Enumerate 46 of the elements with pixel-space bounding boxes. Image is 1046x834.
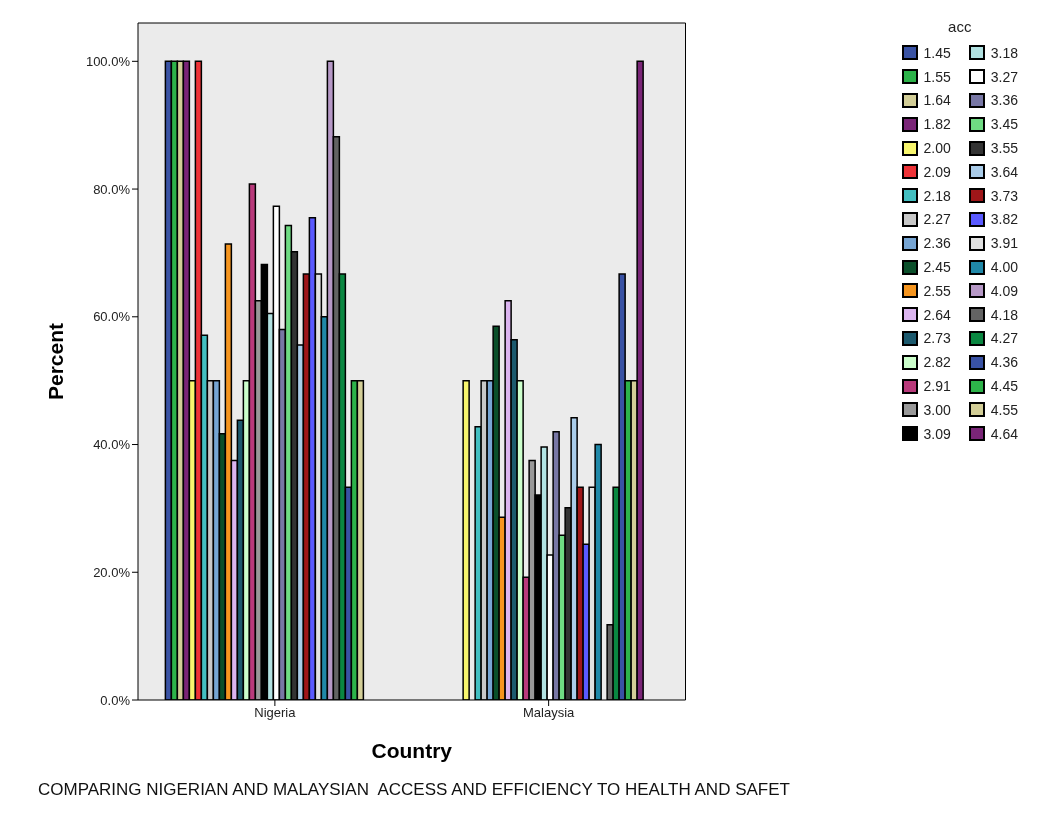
legend-label: 4.00 [990, 259, 1018, 276]
legend-label: 3.73 [990, 187, 1018, 204]
legend-label: 4.27 [990, 330, 1018, 347]
legend-label: 2.64 [923, 306, 951, 323]
legend-label: 3.91 [990, 235, 1018, 252]
legend-label: 3.27 [990, 68, 1018, 85]
legend-label: 3.55 [990, 140, 1018, 157]
y-tick-label: 80.0% [93, 181, 131, 197]
legend-label: 3.09 [923, 425, 951, 442]
legend-label: 3.82 [990, 211, 1018, 228]
legend-label: 4.64 [990, 425, 1018, 442]
text: COMPARING NIGERIAN AND MALAYSIAN ACCESS AND EFFICIENCY TO HEALTH AND SAFET [38, 780, 790, 800]
legend-label: 3.18 [990, 44, 1018, 61]
legend-label: 1.64 [923, 92, 951, 109]
legend-label: 2.18 [923, 187, 951, 204]
legend-label: 2.82 [923, 354, 951, 371]
legend-label: 3.45 [990, 116, 1018, 133]
y-axis-title: Percent [44, 322, 68, 401]
legend-label: 2.09 [923, 163, 951, 180]
legend-label: 2.91 [923, 378, 951, 395]
legend-label: 2.45 [923, 259, 951, 276]
legend-label: 2.73 [923, 330, 951, 347]
x-tick-label: Malaysia [522, 705, 576, 721]
x-tick-label: Nigeria [254, 705, 297, 721]
legend-label: 4.45 [990, 378, 1018, 395]
y-tick-label: 20.0% [93, 564, 131, 580]
legend-label: 2.55 [923, 282, 951, 299]
legend-label: 3.64 [990, 163, 1018, 180]
legend-label: 4.36 [990, 354, 1018, 371]
legend-label: 3.00 [923, 401, 951, 418]
legend-title: acc [947, 18, 973, 35]
y-tick-label: 100.0% [85, 53, 131, 69]
legend-label: 1.55 [923, 68, 951, 85]
legend-label: 4.55 [990, 401, 1018, 418]
legend-label: 2.00 [923, 140, 951, 157]
legend-label: 4.18 [990, 306, 1018, 323]
y-tick-label: 40.0% [93, 437, 131, 453]
y-tick-label: 60.0% [93, 309, 131, 325]
y-tick-label: 0.0% [100, 692, 131, 708]
legend-label: 3.36 [990, 92, 1018, 109]
legend-label: 2.27 [923, 211, 951, 228]
legend-label: 4.09 [990, 282, 1018, 299]
legend-label: 2.36 [923, 235, 951, 252]
legend-label: 1.82 [923, 116, 951, 133]
legend-label: 1.45 [923, 44, 951, 61]
x-axis-title: Country [371, 739, 453, 762]
